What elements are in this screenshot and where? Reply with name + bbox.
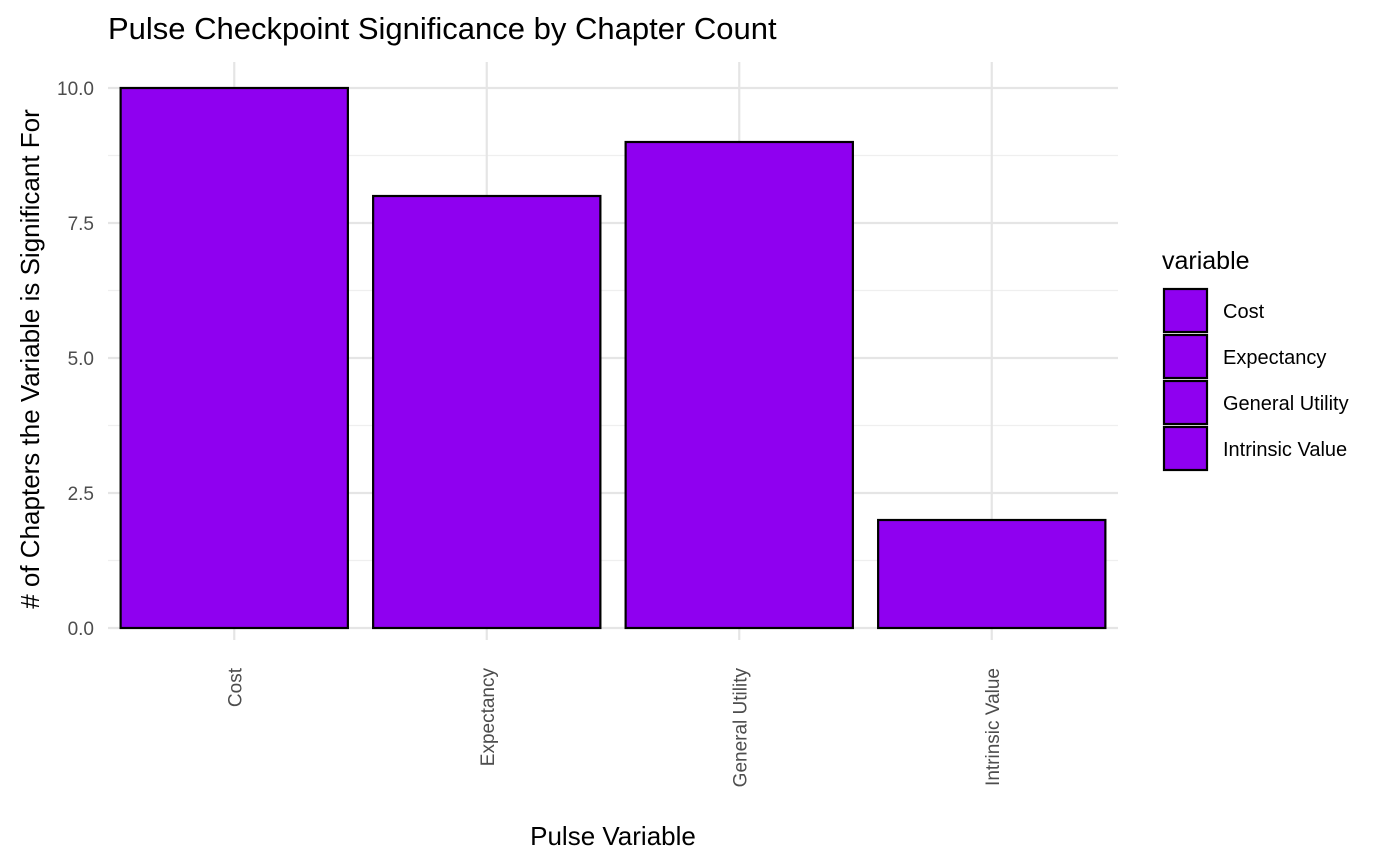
chart-title: Pulse Checkpoint Significance by Chapter… — [108, 11, 777, 46]
bars — [119, 86, 1107, 630]
y-tick-label: 7.5 — [68, 214, 94, 235]
legend: variable Cost Expectancy General Utility In… — [1162, 247, 1349, 472]
y-axis-ticks: 0.0 2.5 5.0 7.5 10.0 — [57, 79, 94, 640]
legend-label: Cost — [1223, 301, 1265, 323]
y-tick-label: 2.5 — [68, 484, 94, 505]
x-tick-label: General Utility — [730, 668, 751, 788]
legend-key — [1162, 425, 1209, 472]
legend-key — [1162, 287, 1209, 334]
bar-cost — [119, 86, 349, 630]
legend-title: variable — [1162, 247, 1250, 275]
y-tick-label: 5.0 — [68, 349, 94, 370]
legend-label: Intrinsic Value — [1223, 439, 1347, 461]
x-tick-label: Intrinsic Value — [983, 668, 1004, 786]
x-axis-ticks: Cost Expectancy General Utility Intrinsic V… — [225, 667, 1004, 787]
x-axis-title: Pulse Variable — [530, 821, 696, 851]
legend-label: General Utility — [1223, 393, 1349, 415]
y-axis-title: # of Chapters the Variable is Significan… — [15, 109, 45, 609]
bar-intrinsic-value — [877, 518, 1107, 630]
y-tick-label: 10.0 — [57, 79, 94, 100]
bar-general-utility — [624, 140, 854, 630]
x-tick-label: Cost — [225, 667, 246, 707]
legend-label: Expectancy — [1223, 347, 1326, 369]
legend-key — [1162, 379, 1209, 426]
x-tick-label: Expectancy — [478, 668, 499, 767]
legend-key — [1162, 333, 1209, 380]
y-tick-label: 0.0 — [68, 619, 94, 640]
bar-expectancy — [372, 194, 602, 630]
